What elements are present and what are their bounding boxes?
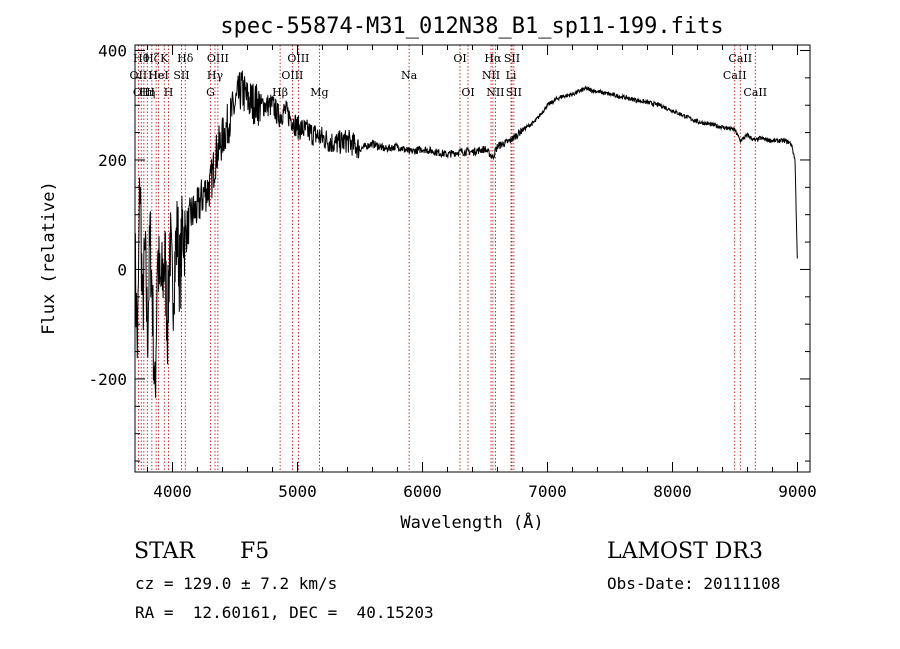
spectral-line-label: NII — [482, 69, 500, 82]
spectral-line-label: Hδ — [177, 52, 194, 65]
spectral-line-label: SII — [173, 69, 189, 82]
spectral-line-label: Hη — [139, 86, 155, 99]
chart-title: spec-55874-M31_012N38_B1_sp11-199.fits — [220, 14, 723, 39]
y-axis-label: Flux (relative) — [39, 181, 59, 335]
x-tick-label: 7000 — [528, 482, 567, 501]
spectral-line-label: G — [206, 86, 215, 99]
spectral-line-label: SII — [504, 52, 520, 65]
spectral-line-label: CaII — [728, 52, 752, 65]
spectral-line-label: H — [164, 86, 174, 99]
x-tick-label: 4000 — [153, 482, 192, 501]
x-tick-label: 5000 — [278, 482, 317, 501]
coordinates: RA = 12.60161, DEC = 40.15203 — [135, 603, 434, 622]
axis-ticks — [135, 45, 810, 472]
spectral-line-label: CaII — [723, 69, 747, 82]
observation-date: Obs-Date: 20111108 — [607, 574, 781, 593]
spectral-line-label: OIII — [287, 52, 309, 65]
x-axis-label: Wavelength (Å) — [400, 511, 543, 533]
y-tick-label: 400 — [98, 41, 127, 60]
spectral-line-label: Mg — [310, 86, 328, 99]
spectral-line-label: OIII — [281, 69, 303, 82]
spectral-line-label: Li — [506, 69, 517, 82]
object-class: STAR — [134, 539, 195, 564]
spectral-line-label: Hγ — [207, 69, 224, 82]
plot-frame — [134, 44, 811, 473]
spectral-line-label: Hζ — [144, 52, 160, 65]
spectral-line-label: K — [160, 52, 169, 65]
survey-name: LAMOST DR3 — [607, 539, 763, 564]
axis-tick-labels: 4000 5000 6000 7000 8000 9000 -200 0 200 400 — [88, 41, 816, 501]
spectral-line-label: Hβ — [272, 86, 288, 99]
line-labels: OIIHθOIIIHηHζHeHeIKHSIIHδGHγOIIIHβOIIIOI… — [130, 52, 768, 99]
spectrum-series-line — [134, 70, 798, 398]
spectral-line-label: Hθ — [133, 52, 150, 65]
spectral-line-label: OIII — [207, 52, 229, 65]
spectral-line-label: He — [148, 69, 164, 82]
y-tick-label: 0 — [117, 260, 127, 279]
spectral-line-label: NII — [486, 86, 504, 99]
spectral-line-label: OIII — [133, 86, 155, 99]
spectral-line-label: CaII — [743, 86, 767, 99]
y-tick-label: 200 — [98, 151, 127, 170]
spectral-line-label: SII — [506, 86, 522, 99]
redshift-cz: cz = 129.0 ± 7.2 km/s — [135, 574, 338, 593]
x-tick-label: 9000 — [778, 482, 817, 501]
x-tick-label: 8000 — [653, 482, 692, 501]
spectral-line-label: Na — [401, 69, 418, 82]
spectral-line-label: Hα — [484, 52, 502, 65]
spectral-line-label: OI — [461, 86, 474, 99]
x-tick-label: 6000 — [403, 482, 442, 501]
spectral-subclass: F5 — [240, 539, 270, 564]
spectral-line-label: HeI — [148, 69, 168, 82]
y-tick-label: -200 — [88, 370, 127, 389]
spectral-line-label: OII — [130, 69, 148, 82]
spectral-line-label: OI — [453, 52, 466, 65]
